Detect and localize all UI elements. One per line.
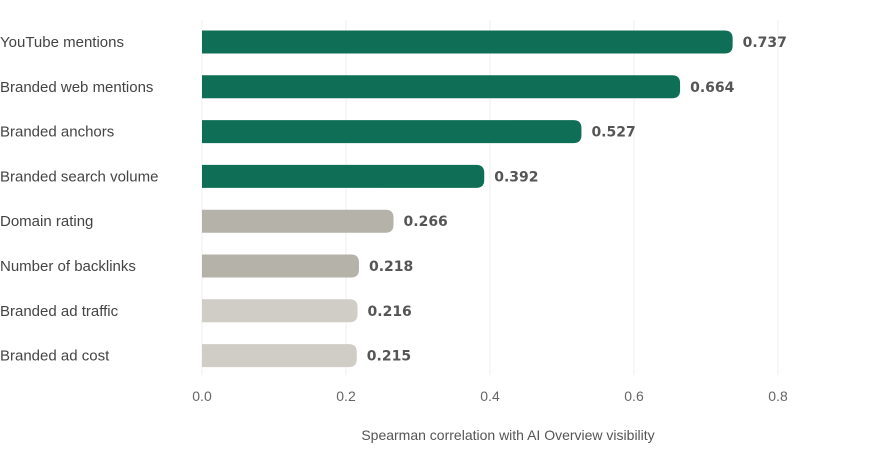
bar xyxy=(202,164,485,188)
category-label: Branded web mentions xyxy=(0,79,153,96)
value-label: 0.392 xyxy=(494,169,538,185)
x-tick-label: 0.6 xyxy=(624,388,644,404)
bar xyxy=(202,344,357,368)
value-label: 0.266 xyxy=(404,214,448,230)
value-label: 0.218 xyxy=(369,259,413,275)
x-axis-label: Spearman correlation with AI Overview vi… xyxy=(361,427,654,443)
value-label: 0.664 xyxy=(690,80,735,96)
bar xyxy=(202,299,358,323)
bar xyxy=(202,120,582,144)
value-label: 0.215 xyxy=(367,349,411,365)
value-label: 0.737 xyxy=(743,35,787,51)
category-label: Branded ad cost xyxy=(0,348,110,365)
category-label: Branded anchors xyxy=(0,124,114,141)
x-axis-ticks: 0.0 0.2 0.4 0.6 0.8 xyxy=(192,388,788,404)
x-tick-label: 0.2 xyxy=(336,388,356,404)
category-label: Branded ad traffic xyxy=(0,303,119,320)
bar xyxy=(202,75,681,99)
bar xyxy=(202,254,359,278)
bars: YouTube mentions 0.737 Branded web mention… xyxy=(0,30,787,368)
value-label: 0.527 xyxy=(591,125,635,141)
x-tick-label: 0.0 xyxy=(192,388,212,404)
x-tick-label: 0.8 xyxy=(768,388,788,404)
bar xyxy=(202,30,733,54)
category-label: Domain rating xyxy=(0,213,93,230)
x-tick-label: 0.4 xyxy=(480,388,500,404)
category-label: YouTube mentions xyxy=(0,34,124,51)
category-label: Branded search volume xyxy=(0,168,158,185)
category-label: Number of backlinks xyxy=(0,258,136,275)
bar xyxy=(202,209,394,233)
value-label: 0.216 xyxy=(368,304,412,320)
